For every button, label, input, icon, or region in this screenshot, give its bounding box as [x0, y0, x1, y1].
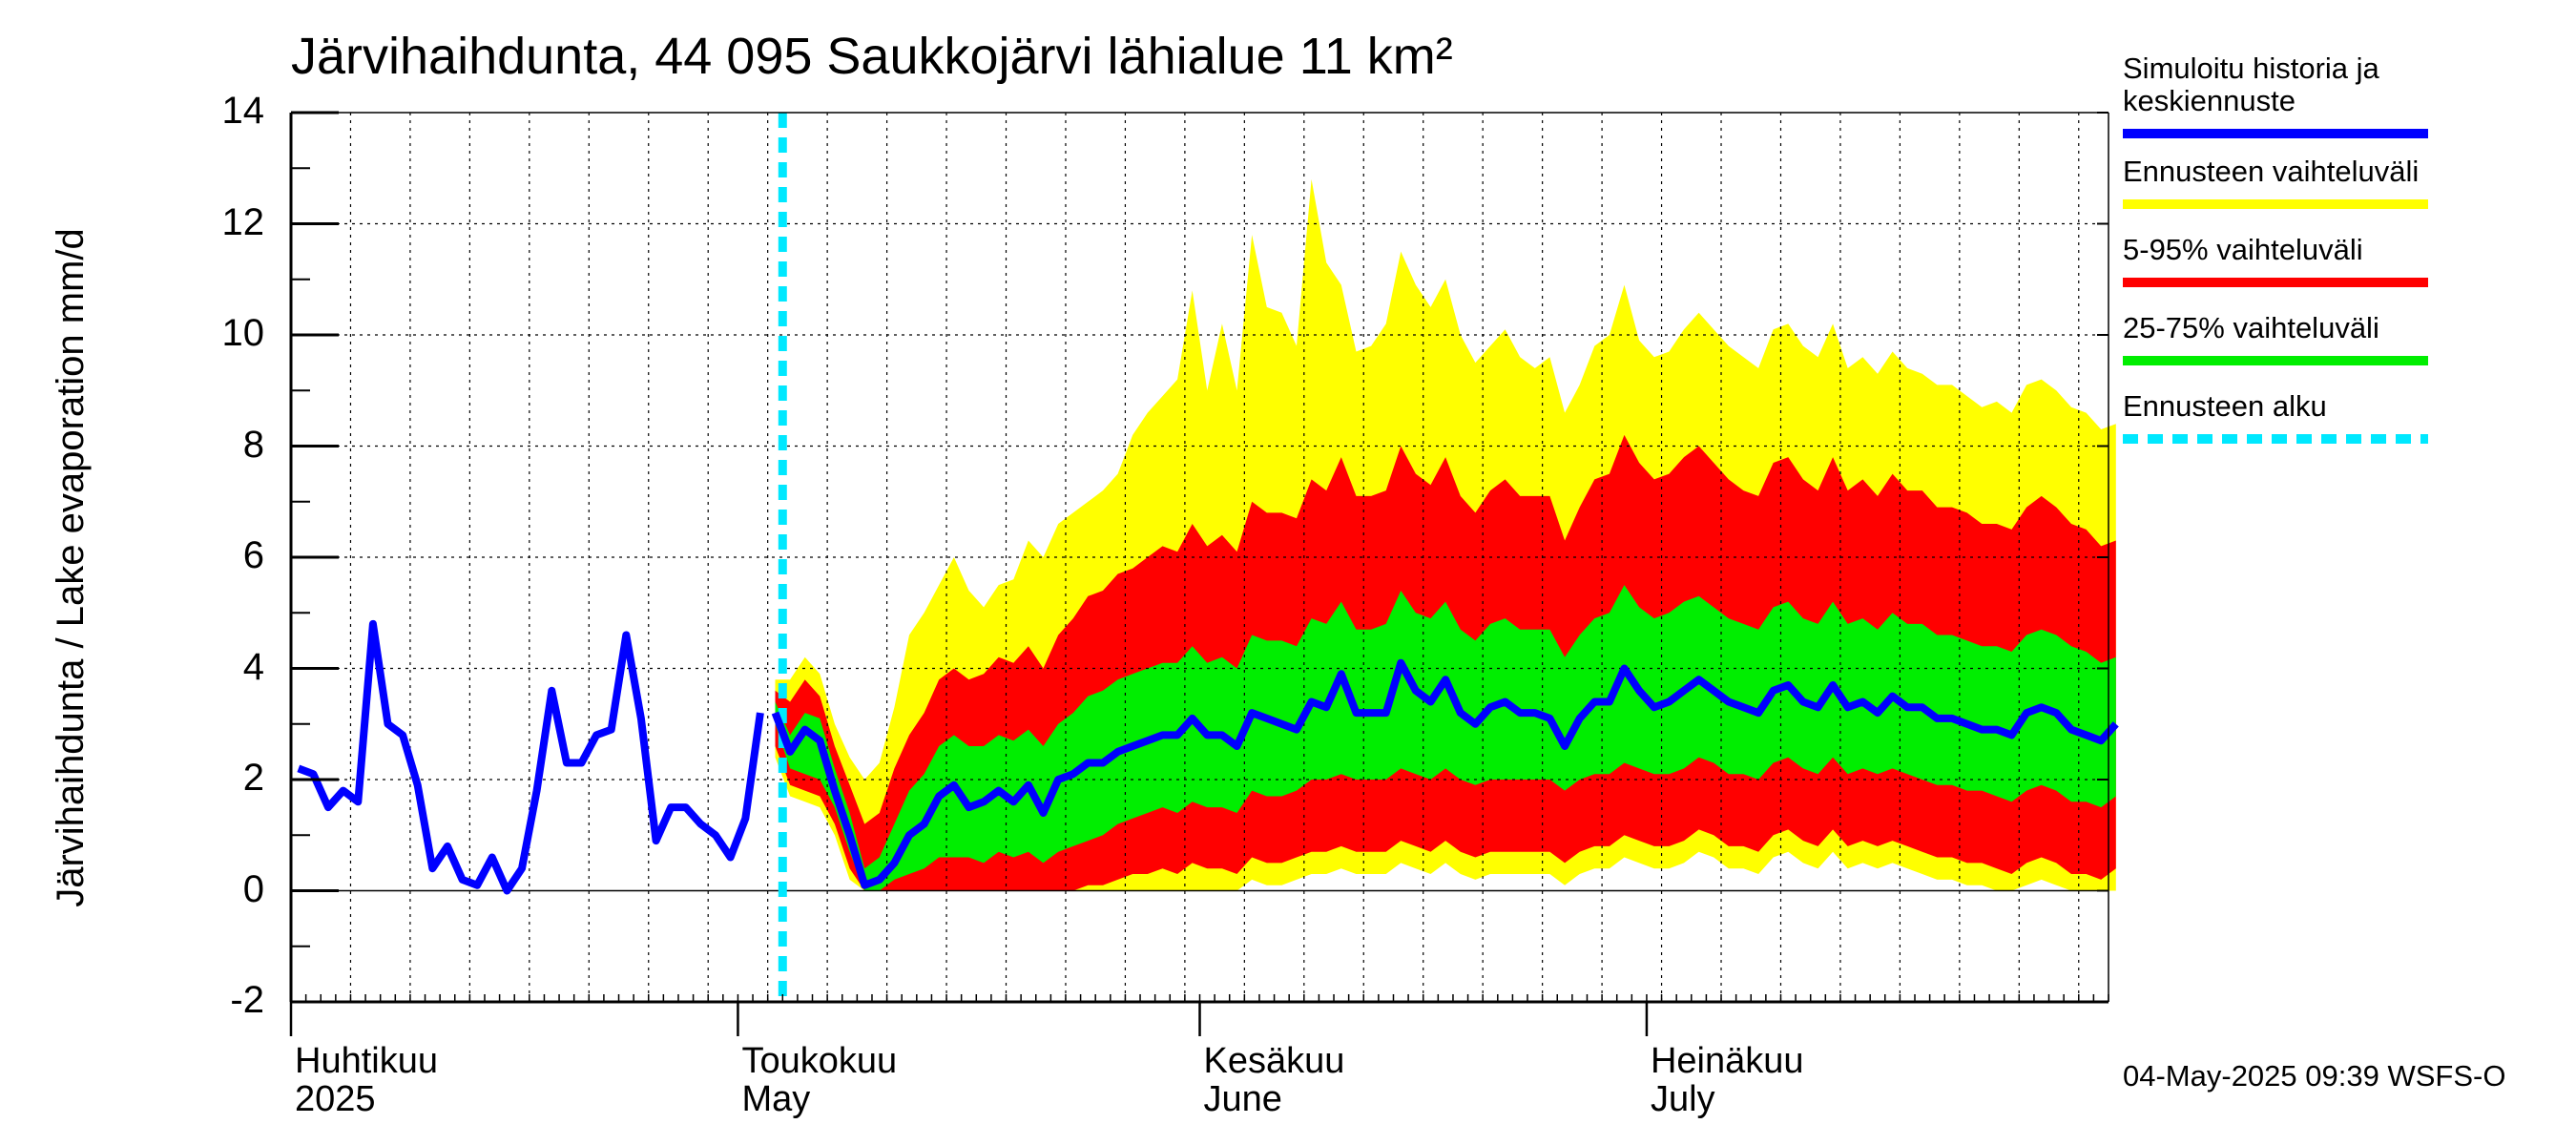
month-label-fi: Huhtikuu [295, 1041, 438, 1081]
month-label-en: May [741, 1079, 811, 1119]
legend-swatch-range [2123, 199, 2428, 209]
legend-label-forecast-start: Ennusteen alku [2123, 389, 2327, 423]
series-lines [297, 113, 2119, 1002]
legend-label-range: Ennusteen vaihteluväli [2123, 155, 2420, 188]
month-label-fi: Toukokuu [741, 1041, 898, 1081]
y-tick-label: 6 [242, 534, 264, 576]
y-axis-label: Järvihaihdunta / Lake evaporation mm/d [50, 228, 92, 907]
uncertainty-bands [775, 178, 2116, 891]
legend-swatch-25-75 [2123, 356, 2428, 365]
y-tick-label: 4 [242, 645, 264, 688]
chart-title: Järvihaihdunta, 44 095 Saukkojärvi lähia… [291, 28, 1453, 85]
history-line [297, 619, 764, 895]
legend-item-forecast-start: Ennusteen alku [2123, 389, 2428, 444]
legend-label-history-line2: keskiennuste [2123, 84, 2296, 117]
y-tick-label: 2 [242, 757, 264, 799]
month-label: Huhtikuu 2025 [295, 1042, 438, 1118]
legend-label-25-75: 25-75% vaihteluväli [2123, 311, 2379, 344]
y-tick-label: -2 [230, 979, 264, 1021]
month-label-en: July [1650, 1079, 1715, 1119]
month-label: Toukokuu May [741, 1042, 897, 1118]
month-label: Heinäkuu July [1651, 1042, 1804, 1118]
legend-item-range: Ennusteen vaihteluväli [2123, 155, 2428, 209]
legend-item-25-75: 25-75% vaihteluväli [2123, 311, 2428, 365]
month-label-fi: Kesäkuu [1203, 1041, 1345, 1081]
legend-label-history-line1: Simuloitu historia ja [2123, 52, 2379, 85]
month-label-en: June [1203, 1079, 1282, 1119]
legend-item-5-95: 5-95% vaihteluväli [2123, 233, 2428, 287]
month-label-en: 2025 [295, 1079, 376, 1119]
legend-item-history: Simuloitu historia ja keskiennuste [2123, 52, 2428, 138]
y-tick-label: 0 [242, 867, 264, 910]
month-label-fi: Heinäkuu [1650, 1041, 1804, 1081]
month-label: Kesäkuu June [1204, 1042, 1345, 1118]
y-tick-label: 12 [221, 200, 265, 243]
band-25-75 [775, 585, 2116, 891]
y-tick-label: 14 [221, 90, 265, 132]
legend-swatch-5-95 [2123, 278, 2428, 287]
axes [289, 111, 2109, 1036]
legend-swatch-history [2123, 129, 2428, 138]
legend-swatch-forecast-start [2123, 434, 2428, 444]
grid-lines [291, 113, 2109, 1002]
y-tick-label: 10 [221, 312, 265, 354]
y-tick-label: 8 [242, 423, 264, 466]
median-forecast-line [771, 658, 2119, 889]
footer-timestamp: 04-May-2025 09:39 WSFS-O [2123, 1059, 2506, 1093]
legend-label-5-95: 5-95% vaihteluväli [2123, 233, 2363, 266]
